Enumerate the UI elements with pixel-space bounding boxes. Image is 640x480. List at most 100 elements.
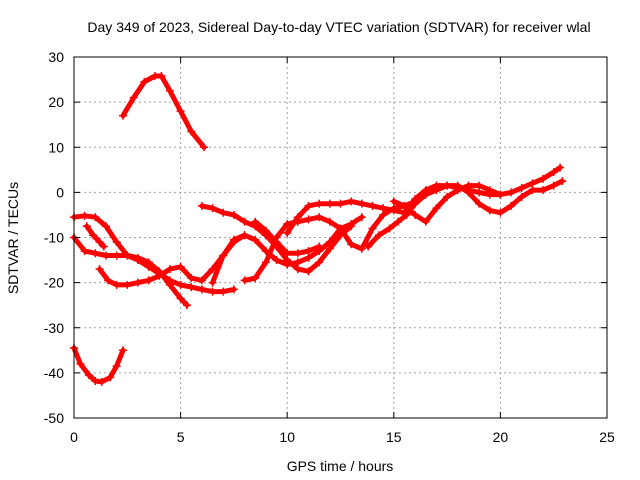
- data-point: [89, 231, 98, 240]
- tick-layer: 0 5 10 15 20 25 -50 -40 -30 -20 -10 0 10 20 30: [44, 49, 615, 445]
- data-point: [411, 199, 420, 208]
- data-point: [475, 199, 484, 208]
- data-point: [539, 186, 548, 195]
- data-point: [357, 244, 366, 253]
- data-point: [176, 280, 185, 289]
- data-point: [507, 188, 516, 197]
- data-point: [549, 168, 558, 177]
- x-tick-label: 20: [493, 429, 509, 445]
- data-point: [556, 163, 565, 172]
- data-point: [165, 86, 174, 95]
- x-tick-label: 5: [177, 429, 185, 445]
- data-point: [421, 217, 430, 226]
- data-point: [84, 371, 93, 380]
- data-point: [293, 249, 302, 258]
- data-point: [200, 143, 209, 152]
- series-arc-2: [70, 344, 128, 386]
- series-trace: [71, 213, 237, 295]
- data-point: [251, 274, 260, 283]
- data-point: [99, 242, 108, 251]
- data-point: [379, 210, 388, 219]
- data-point: [368, 201, 377, 210]
- data-point: [91, 249, 100, 258]
- data-point: [347, 240, 356, 249]
- data-point: [293, 213, 302, 222]
- y-tick-label: 10: [48, 139, 64, 155]
- data-point: [80, 247, 89, 256]
- data-point: [496, 190, 505, 199]
- data-point: [517, 183, 526, 192]
- data-point: [229, 210, 238, 219]
- y-tick-label: -10: [44, 230, 64, 246]
- data-point: [304, 253, 313, 262]
- data-point: [219, 287, 228, 296]
- y-tick-label: -50: [44, 410, 64, 426]
- data-point: [129, 93, 138, 102]
- x-tick-label: 25: [599, 429, 615, 445]
- data-point: [197, 276, 206, 285]
- series-arc-1: [119, 71, 209, 152]
- data-point: [82, 222, 91, 231]
- data-point: [432, 186, 441, 195]
- data-point: [357, 199, 366, 208]
- data-point: [112, 362, 121, 371]
- data-point: [240, 231, 249, 240]
- data-point: [364, 242, 373, 251]
- data-point: [97, 377, 106, 386]
- series-arc-7: [197, 201, 356, 276]
- data-point: [112, 251, 121, 260]
- data-point: [293, 258, 302, 267]
- series-trace: [71, 345, 126, 385]
- data-point: [368, 224, 377, 233]
- data-point: [304, 215, 313, 224]
- data-point: [315, 213, 324, 222]
- data-point: [336, 224, 345, 233]
- data-point: [240, 217, 249, 226]
- data-point: [176, 262, 185, 271]
- data-point: [157, 71, 166, 80]
- data-point: [528, 186, 537, 195]
- y-tick-label: 30: [48, 49, 64, 65]
- data-point: [165, 265, 174, 274]
- data-point: [208, 204, 217, 213]
- data-point: [389, 206, 398, 215]
- data-point: [272, 238, 281, 247]
- data-point: [229, 235, 238, 244]
- data-point: [104, 276, 113, 285]
- data-point: [182, 301, 191, 310]
- data-point: [80, 211, 89, 220]
- series-arc-4: [70, 233, 191, 310]
- data-point: [91, 376, 100, 385]
- data-point: [432, 204, 441, 213]
- data-point: [558, 177, 567, 186]
- data-point: [187, 274, 196, 283]
- series-arc-3: [70, 211, 238, 296]
- data-point: [219, 251, 228, 260]
- data-point: [549, 181, 558, 190]
- data-point: [402, 210, 411, 219]
- data-point: [374, 231, 383, 240]
- x-tick-label: 10: [279, 429, 295, 445]
- data-point: [496, 208, 505, 217]
- data-point: [283, 219, 292, 228]
- data-point: [517, 192, 526, 201]
- data-point: [197, 201, 206, 210]
- data-point: [400, 201, 409, 210]
- data-point: [379, 204, 388, 213]
- data-point: [112, 238, 121, 247]
- data-point: [95, 238, 104, 247]
- data-point: [325, 244, 334, 253]
- data-point: [133, 253, 142, 262]
- data-point: [208, 287, 217, 296]
- data-point: [165, 280, 174, 289]
- data-point: [336, 199, 345, 208]
- data-point: [208, 278, 217, 287]
- data-point: [464, 181, 473, 190]
- data-point: [325, 217, 334, 226]
- data-point: [112, 280, 121, 289]
- data-point: [507, 201, 516, 210]
- data-point: [229, 285, 238, 294]
- data-point: [325, 199, 334, 208]
- data-point: [101, 222, 110, 231]
- y-axis-label: SDTVAR / TECUs: [5, 182, 21, 294]
